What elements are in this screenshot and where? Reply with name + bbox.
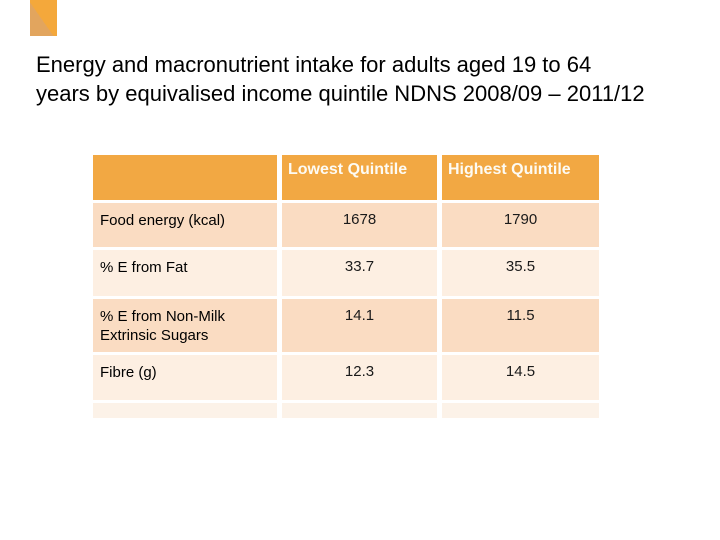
slide-title: Energy and macronutrient intake for adul… — [36, 50, 716, 108]
cell-food-energy-highest: 1790 — [442, 203, 599, 247]
slide-title-line-1: Energy and macronutrient intake for adul… — [36, 52, 592, 77]
row-label-nme-sugars: % E from Non-Milk Extrinsic Sugars — [93, 299, 277, 352]
row-label-e-from-fat: % E from Fat — [93, 250, 277, 296]
table-footer-band-cell — [93, 403, 277, 418]
cell-e-from-fat-highest: 35.5 — [442, 250, 599, 296]
cell-food-energy-lowest: 1678 — [282, 203, 437, 247]
row-label-fibre: Fibre (g) — [93, 355, 277, 400]
cell-fibre-highest: 14.5 — [442, 355, 599, 400]
header-cell-lowest-quintile: Lowest Quintile — [282, 155, 437, 200]
cell-nme-sugars-highest: 11.5 — [442, 299, 599, 352]
header-cell-blank — [93, 155, 277, 200]
table-footer-band-cell — [442, 403, 599, 418]
cell-e-from-fat-lowest: 33.7 — [282, 250, 437, 296]
slide-title-line-2: years by equivalised income quintile NDN… — [36, 81, 645, 106]
cell-fibre-lowest: 12.3 — [282, 355, 437, 400]
row-label-food-energy: Food energy (kcal) — [93, 203, 277, 247]
cell-nme-sugars-lowest: 14.1 — [282, 299, 437, 352]
header-cell-highest-quintile: Highest Quintile — [442, 155, 599, 200]
nutrient-intake-table: Lowest Quintile Highest Quintile Food en… — [93, 155, 599, 418]
corner-accent-shape — [30, 0, 57, 36]
table-footer-band-cell — [282, 403, 437, 418]
